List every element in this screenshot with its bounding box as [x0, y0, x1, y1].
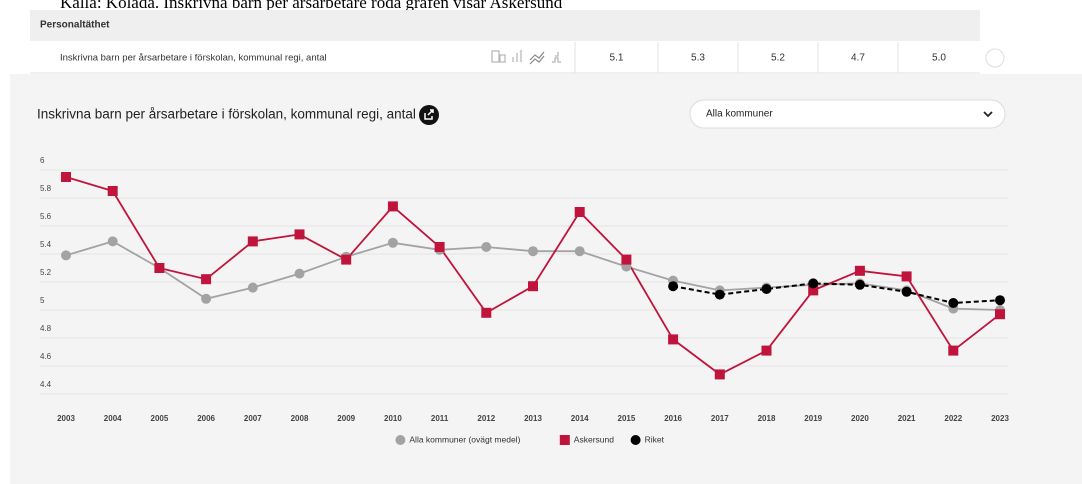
x-tick-label: 2009 — [337, 414, 355, 423]
point — [61, 250, 71, 261]
legend-label: Alla kommuner (ovägt medel) — [409, 434, 520, 444]
point — [481, 242, 492, 252]
point — [948, 298, 959, 308]
point — [901, 286, 912, 297]
chart-panel — [10, 74, 1082, 484]
point — [107, 186, 118, 196]
point — [107, 236, 118, 247]
x-tick-label: 2019 — [804, 414, 822, 423]
point — [714, 369, 725, 380]
dropdown-label: Alla kommuner — [706, 109, 773, 120]
point — [668, 281, 679, 292]
point — [387, 201, 398, 212]
cell-value: 5.3 — [691, 53, 705, 64]
y-tick-label: 5 — [40, 296, 45, 305]
point — [387, 237, 398, 248]
point — [901, 271, 912, 282]
point — [294, 229, 305, 240]
cell-value: 5.0 — [932, 53, 946, 64]
table-header: Personaltäthet — [40, 20, 110, 31]
series-line — [672, 282, 1001, 305]
point — [61, 172, 71, 182]
caption: Källa: Kolada. Inskrivna barn per årsarb… — [60, 0, 563, 12]
x-tick-label: 2014 — [571, 414, 589, 423]
point — [294, 268, 305, 279]
dropdown-chevron — [983, 111, 993, 118]
x-tick-label: 2008 — [291, 414, 309, 423]
legend-swatch — [559, 435, 570, 445]
point — [948, 345, 959, 356]
x-tick-label: 2010 — [384, 414, 402, 423]
x-tick-label: 2023 — [991, 414, 1009, 423]
point — [528, 281, 538, 292]
point — [621, 254, 632, 265]
cell-value: 5.1 — [610, 53, 624, 64]
y-tick-label: 4.6 — [40, 352, 52, 361]
x-tick-label: 2007 — [244, 414, 262, 423]
x-tick-label: 2018 — [758, 414, 776, 423]
table-header-bg — [30, 10, 980, 41]
point — [995, 295, 1005, 306]
point — [761, 345, 772, 356]
x-tick-label: 2017 — [711, 414, 729, 423]
legend-label: Askersund — [574, 434, 614, 444]
x-tick-label: 2004 — [104, 414, 122, 423]
share-icon[interactable] — [419, 105, 439, 125]
x-tick-label: 2012 — [477, 414, 495, 423]
x-tick-label: 2006 — [197, 414, 215, 423]
y-tick-label: 5.2 — [40, 268, 52, 277]
row-toggle[interactable] — [985, 48, 1005, 68]
dropdown[interactable] — [689, 99, 1006, 129]
legend-swatch — [395, 435, 406, 445]
point — [574, 246, 585, 257]
x-tick-label: 2022 — [944, 414, 962, 423]
y-tick-label: 4.8 — [40, 324, 52, 333]
row-icons — [491, 50, 561, 65]
x-tick-label: 2005 — [151, 414, 169, 423]
point — [714, 289, 725, 300]
row-cells: 5.1 5.3 5.2 4.7 5.0 — [574, 42, 946, 73]
point — [201, 293, 212, 304]
x-tick-label: 2013 — [524, 414, 542, 423]
point — [574, 207, 585, 217]
point — [201, 274, 212, 285]
y-tick-label: 5.6 — [40, 212, 52, 221]
point — [247, 236, 258, 247]
x-tick-label: 2015 — [618, 414, 636, 423]
x-tick-label: 2020 — [851, 414, 869, 423]
point — [481, 307, 492, 318]
y-tick-label: 6 — [40, 156, 45, 165]
y-tick-label: 5.4 — [40, 240, 52, 249]
row-label: Inskrivna barn per årsarbetare i förskol… — [60, 53, 327, 64]
cell-value: 5.2 — [771, 53, 785, 64]
point — [808, 278, 819, 289]
point — [434, 242, 445, 252]
legend-label: Riket — [645, 434, 665, 444]
point — [761, 284, 772, 294]
point — [995, 309, 1005, 320]
point — [854, 279, 865, 290]
point — [154, 263, 165, 273]
cell-value: 4.7 — [851, 53, 865, 64]
point — [854, 265, 865, 276]
x-tick-label: 2003 — [57, 414, 75, 423]
point — [668, 334, 679, 345]
point — [528, 246, 538, 257]
point — [341, 254, 352, 265]
point — [247, 282, 258, 293]
y-tick-label: 5.8 — [40, 184, 52, 193]
x-tick-label: 2016 — [664, 414, 682, 423]
legend-swatch — [630, 435, 641, 445]
x-tick-label: 2021 — [898, 414, 916, 423]
y-tick-label: 4.4 — [40, 380, 52, 389]
point — [808, 285, 819, 296]
chart-title: Inskrivna barn per årsarbetare i förskol… — [37, 107, 416, 122]
x-tick-label: 2011 — [431, 414, 449, 423]
